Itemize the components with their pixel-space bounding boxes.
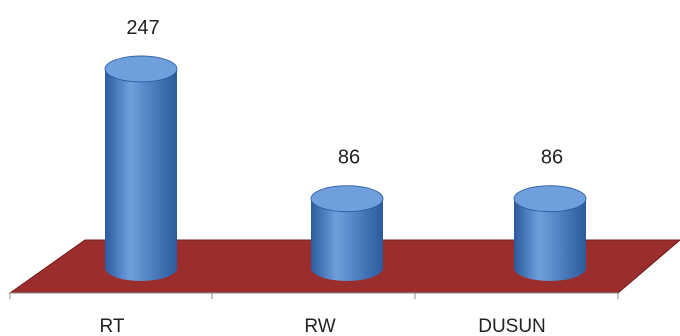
x-tick-label: DUSUN bbox=[478, 316, 546, 336]
x-tick-label: RW bbox=[304, 316, 335, 336]
bar-body bbox=[514, 198, 586, 281]
bar-dusun: 86 bbox=[513, 147, 587, 281]
bar-body bbox=[105, 68, 177, 281]
bar-top-cap bbox=[513, 185, 587, 213]
data-label: 86 bbox=[541, 147, 563, 169]
x-tick-label: RT bbox=[100, 316, 125, 336]
bar-top-cap bbox=[310, 185, 384, 213]
data-label: 247 bbox=[126, 17, 159, 39]
bar-top-cap bbox=[104, 55, 178, 83]
bar-rw: 86 bbox=[310, 147, 384, 281]
data-label: 86 bbox=[338, 147, 360, 169]
bar-body bbox=[311, 198, 383, 281]
x-axis-ticks bbox=[9, 293, 619, 299]
bar-series: 247 86 86 bbox=[104, 17, 587, 281]
x-tick-labels: RT RW DUSUN bbox=[100, 316, 546, 336]
bar-rt: 247 bbox=[104, 17, 178, 281]
